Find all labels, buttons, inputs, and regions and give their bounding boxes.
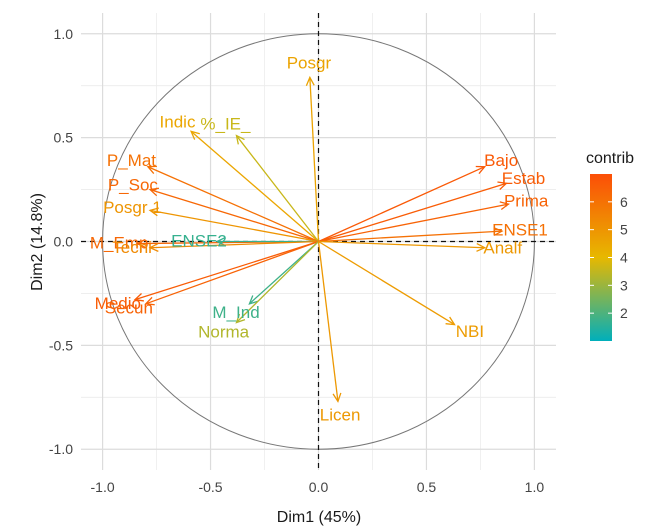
arrow-8: [150, 240, 319, 249]
legend-tick-label: 6: [620, 194, 628, 210]
x-tick-label: -1.0: [91, 479, 115, 495]
arrow-10: [145, 240, 319, 305]
arrowhead-3: [235, 134, 245, 145]
y-axis-title: Dim2 (14.8%): [29, 193, 46, 291]
variable-label: P_Soc: [108, 175, 159, 194]
arrowhead-12: [235, 313, 246, 324]
arrow-19: [317, 241, 339, 402]
variable-label: %_IE_: [200, 114, 251, 133]
arrowhead-10: [144, 296, 155, 306]
arrowhead-2: [146, 165, 157, 174]
x-tick-label: -0.5: [198, 479, 222, 495]
y-tick-label: 1.0: [54, 26, 74, 42]
arrow-4: [149, 188, 319, 243]
arrowhead-7: [215, 237, 226, 246]
arrow-16: [318, 230, 503, 243]
variable-label: P_Mat: [107, 151, 156, 170]
variable-label: Norma: [198, 322, 250, 341]
arrow-2: [147, 166, 319, 243]
variable-label: Secun: [105, 299, 153, 318]
variable-label: Prima: [504, 191, 549, 210]
arrow-1: [190, 130, 319, 242]
arrow-13: [318, 166, 486, 243]
variable-label: ENSE1: [492, 220, 548, 239]
arrowhead-14: [497, 181, 508, 190]
legend-ticks: 2 3 4 5 6: [590, 194, 628, 321]
x-tick-label: 0.0: [309, 479, 329, 495]
arrowhead-4: [148, 187, 160, 197]
x-axis-title: Dim1 (45%): [277, 509, 361, 526]
variable-label: Posgr 1: [103, 198, 162, 217]
arrow-17: [318, 240, 485, 249]
variable-label: NBI: [456, 322, 484, 341]
arrow-12: [235, 241, 319, 323]
variable-labels: Posgr Indic P_Mat %_IE_ P_Soc Posgr 1 M_Emp ENS…: [90, 53, 549, 424]
legend-title: contrib: [586, 150, 634, 167]
arrow-9: [134, 240, 319, 301]
variable-label: ENSE2: [171, 232, 227, 251]
legend: contrib 2 3 4 5 6: [586, 150, 634, 341]
y-tick-label: 0.5: [54, 130, 74, 146]
arrow-15: [318, 203, 509, 243]
arrowhead-6: [135, 238, 146, 248]
legend-tick-label: 3: [620, 277, 628, 293]
variable-label: Licen: [320, 405, 361, 424]
arrowhead-15: [499, 201, 510, 211]
arrowhead-16: [493, 227, 504, 237]
x-tick-label: 1.0: [525, 479, 545, 495]
y-tick-label: -1.0: [49, 441, 73, 457]
legend-color-bar: [590, 174, 612, 341]
variable-label: M_Ind: [212, 303, 259, 322]
variable-label: Medio: [95, 294, 141, 313]
arrowhead-9: [133, 293, 144, 302]
axis-ticks: -1.0 -0.5 0.0 0.5 1.0 -1.0 -0.5 0.0 0.5 1.0: [49, 26, 544, 495]
arrow-5: [149, 209, 319, 243]
variable-label: Indic: [160, 112, 196, 131]
arrow-14: [318, 182, 507, 243]
arrow-3: [235, 135, 320, 242]
arrowhead-1: [189, 130, 200, 140]
arrowhead-5: [148, 207, 159, 217]
x-tick-label: 0.5: [417, 479, 437, 495]
arrowhead-8: [148, 242, 159, 252]
legend-tick-label: 4: [620, 250, 628, 266]
y-tick-label: -0.5: [49, 337, 73, 353]
variable-label: Tecni: [112, 238, 152, 257]
arrow-18: [318, 240, 455, 326]
arrowhead-11: [248, 295, 259, 305]
arrowhead-19: [332, 392, 342, 403]
arrow-0: [309, 77, 320, 242]
y-tick-label: 0.0: [54, 234, 74, 250]
legend-tick-label: 2: [620, 305, 628, 321]
arrowhead-0: [305, 75, 315, 86]
arrow-11: [248, 241, 319, 305]
arrowhead-18: [445, 316, 456, 326]
arrowhead-13: [475, 165, 487, 175]
variable-label: Posgr: [287, 53, 332, 72]
legend-tick-label: 5: [620, 222, 628, 238]
variable-label: Bajo: [484, 151, 518, 170]
variable-label: Estab: [502, 169, 545, 188]
variable-label: Analf: [483, 238, 522, 257]
variable-arrows: [133, 75, 510, 403]
arrowhead-17: [476, 242, 487, 252]
variable-label: M_Emp: [90, 234, 149, 253]
